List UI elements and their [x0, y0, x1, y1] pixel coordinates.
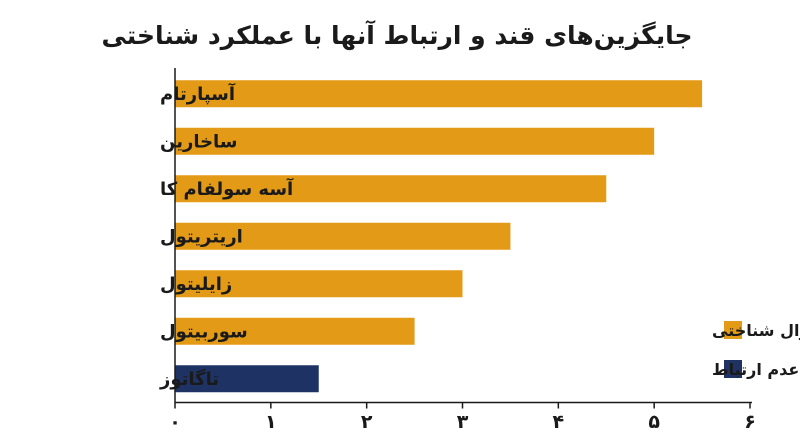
legend: ارتباط با زوال شناختی عدم ارتباط [712, 321, 800, 379]
x-tick-label: ۰ [169, 411, 181, 433]
bar [175, 270, 463, 298]
category-labels: آسپارتام ساخارین آسه سولفام کا اریتریتول زای… [159, 82, 294, 390]
legend-swatch [724, 321, 742, 339]
bar [175, 317, 415, 345]
category-label: سوربیتول [160, 321, 248, 342]
bar [175, 80, 703, 108]
category-label: اریتریتول [160, 226, 243, 247]
x-tick-label: ۴ [553, 411, 565, 433]
chart-title: جایگزین‌های قند و ارتباط آنها با عملکرد … [101, 20, 692, 51]
x-tick-label: ۶ [744, 411, 756, 433]
x-ticks: ۰ ۱ ۲ ۳ ۴ ۵ ۶ [169, 402, 756, 433]
bars-group [175, 80, 703, 393]
legend-label: عدم ارتباط [712, 360, 799, 379]
x-tick-label: ۲ [361, 411, 373, 433]
x-tick-label: ۳ [457, 411, 469, 433]
x-tick-label: ۱ [265, 411, 277, 433]
category-label: تاگاتوز [159, 368, 219, 390]
x-tick-label: ۵ [648, 411, 660, 433]
legend-swatch [724, 360, 742, 378]
bar [175, 365, 319, 393]
category-label: ساخارین [160, 131, 238, 152]
category-label: زایلیتول [160, 274, 232, 295]
bar [175, 222, 511, 250]
bar [175, 127, 655, 155]
bar [175, 175, 607, 203]
category-label: آسه سولفام کا [160, 177, 294, 200]
category-label: آسپارتام [160, 82, 236, 105]
legend-label: ارتباط با زوال شناختی [712, 321, 800, 340]
